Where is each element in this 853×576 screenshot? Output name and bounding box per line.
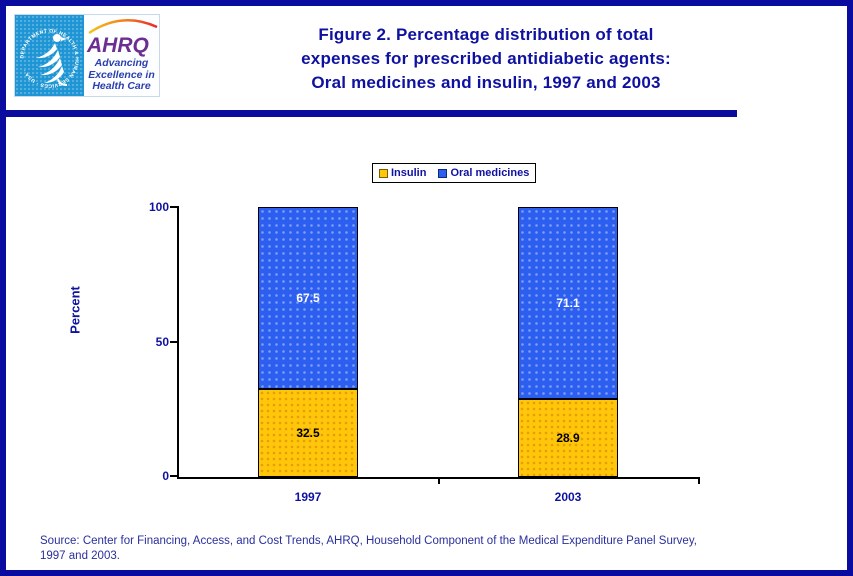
x-tick-mid: [438, 479, 440, 484]
hhs-eagle-icon: DEPARTMENT OF HEALTH & HUMAN SERVICES · …: [19, 28, 79, 88]
y-tick-label-100: 100: [148, 200, 169, 214]
hhs-logo: DEPARTMENT OF HEALTH & HUMAN SERVICES · …: [15, 15, 84, 96]
value-label-insulin-2003: 28.9: [556, 430, 580, 445]
legend-label-insulin: Insulin: [391, 167, 427, 179]
value-label-oral-medicines-2003: 71.1: [556, 296, 580, 310]
legend-swatch-oral-medicines: [438, 168, 448, 178]
figure-title: Figure 2. Percentage distribution of tot…: [301, 25, 671, 92]
segment-oral-medicines-2003: 71.1: [518, 207, 618, 399]
hhs-ring-text: DEPARTMENT OF HEALTH & HUMAN SERVICES · …: [19, 28, 79, 88]
legend-swatch-insulin: [379, 168, 388, 178]
legend-label-oral-medicines: Oral medicines: [450, 167, 530, 179]
y-tick-label-0: 0: [162, 469, 169, 483]
x-tick-label-2003: 2003: [554, 490, 582, 504]
source-note: Source: Center for Financing, Access, an…: [40, 535, 697, 562]
legend-item-insulin: Insulin: [379, 167, 426, 179]
header-divider: [6, 110, 737, 117]
ahrq-acronym: AHRQ: [86, 34, 149, 57]
bar-2003: 28.9 71.1: [518, 207, 618, 477]
segment-insulin-2003: 28.9: [518, 398, 618, 477]
y-tick-50: [170, 341, 179, 343]
legend: Insulin Oral medicines: [372, 163, 537, 183]
bar-1997: 32.5 67.5: [258, 207, 358, 477]
x-tick-label-1997: 1997: [294, 490, 322, 504]
legend-item-oral-medicines: Oral medicines: [438, 167, 529, 179]
y-tick-100: [170, 206, 179, 208]
value-label-oral-medicines-1997: 67.5: [296, 291, 320, 306]
y-tick-0: [170, 475, 179, 477]
y-tick-label-50: 50: [155, 335, 169, 349]
segment-insulin-1997: 32.5: [258, 389, 358, 477]
ahrq-hhs-logo: DEPARTMENT OF HEALTH & HUMAN SERVICES · …: [14, 14, 160, 97]
value-label-insulin-1997: 32.5: [296, 426, 320, 441]
x-tick-end: [698, 479, 700, 484]
svg-text:DEPARTMENT OF HEALTH & HUMAN S: DEPARTMENT OF HEALTH & HUMAN SERVICES · …: [19, 28, 79, 88]
y-axis-label: Percent: [67, 286, 83, 334]
ahrq-wordmark-icon: AHRQ: [86, 19, 157, 57]
ahrq-logo: AHRQ Advancing Excellence in Health Care: [84, 15, 159, 96]
plot-area: 100 50 0 32.5 67.5 28.9 71.1 1997 2003: [149, 200, 700, 504]
ahrq-tagline: Advancing Excellence in Health Care: [88, 57, 155, 92]
segment-oral-medicines-1997: 67.5: [258, 207, 358, 390]
